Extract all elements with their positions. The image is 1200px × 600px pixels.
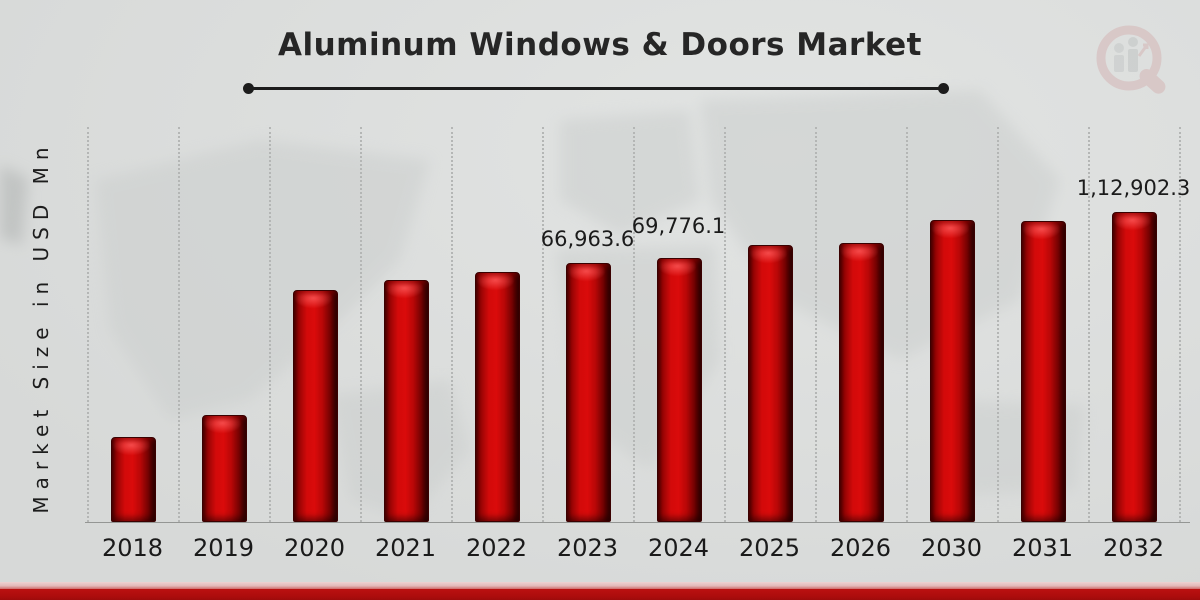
gridline: [451, 127, 453, 522]
gridline: [87, 127, 89, 522]
x-tick-2025: 2025: [738, 534, 801, 562]
gridline: [360, 127, 362, 522]
gridline: [1088, 127, 1090, 522]
bar-2019: [202, 415, 247, 522]
value-label-2024: 69,776.1: [631, 214, 726, 238]
bar-2018: [111, 437, 156, 522]
gridline: [1179, 127, 1181, 522]
x-tick-2032: 2032: [1102, 534, 1165, 562]
gridline: [633, 127, 635, 522]
value-label-2032: 1,12,902.3: [1076, 176, 1191, 200]
gridline: [269, 127, 271, 522]
x-tick-2030: 2030: [920, 534, 983, 562]
x-tick-2022: 2022: [465, 534, 528, 562]
footer-accent-strip: [0, 582, 1200, 589]
bar-2020: [293, 290, 338, 522]
bar-2031: [1021, 221, 1066, 522]
gridline: [815, 127, 817, 522]
bar-2024: [657, 258, 702, 522]
x-tick-2026: 2026: [829, 534, 892, 562]
x-tick-2023: 2023: [556, 534, 619, 562]
bar-2030: [930, 220, 975, 522]
x-tick-2024: 2024: [647, 534, 710, 562]
bar-2021: [384, 280, 429, 522]
gridline: [906, 127, 908, 522]
bar-2023: [566, 263, 611, 522]
bar-2032: [1112, 212, 1157, 522]
x-tick-2021: 2021: [374, 534, 437, 562]
magnifier-analytics-logo-icon: [1096, 25, 1166, 94]
gridline: [724, 127, 726, 522]
gridline: [178, 127, 180, 522]
bar-2026: [839, 243, 884, 522]
x-axis-line: [85, 522, 1190, 523]
title-underline: [243, 83, 949, 94]
x-tick-2019: 2019: [192, 534, 255, 562]
x-tick-2031: 2031: [1011, 534, 1074, 562]
x-tick-2020: 2020: [283, 534, 346, 562]
gridline: [542, 127, 544, 522]
footer-red-band: [0, 589, 1200, 600]
chart-title: Aluminum Windows & Doors Market: [278, 27, 922, 63]
x-tick-2018: 2018: [101, 534, 164, 562]
bar-2025: [748, 245, 793, 522]
value-label-2023: 66,963.6: [540, 227, 635, 251]
gridline: [997, 127, 999, 522]
bar-2022: [475, 272, 520, 522]
